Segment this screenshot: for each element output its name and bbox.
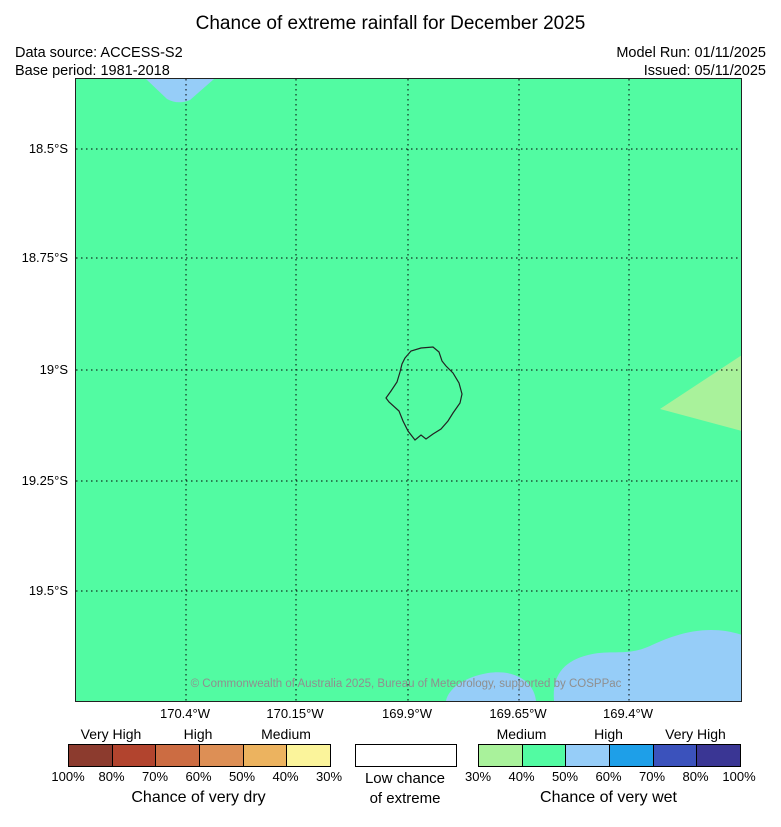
- wet-colorbar-segment: [479, 745, 522, 766]
- dry-colorbar: [68, 744, 331, 767]
- patch-bottom-blue: [553, 630, 742, 701]
- dry-category-label: High: [183, 726, 213, 742]
- dry-colorbar-segment: [111, 745, 156, 766]
- wet-colorbar-segment: [652, 745, 697, 766]
- wet-colorbar: [478, 744, 741, 767]
- patch-right-green: [660, 355, 742, 431]
- patch-top-blue: [146, 79, 214, 103]
- grid-lines: [76, 79, 741, 701]
- map-canvas: © Commonwealth of Australia 2025, Bureau…: [75, 78, 742, 702]
- dry-tick: 40%: [272, 769, 299, 784]
- dry-legend-title: Chance of very dry: [131, 789, 266, 806]
- x-tick: 169.4°W: [602, 706, 654, 721]
- x-tick: 170.4°W: [159, 706, 211, 721]
- low-chance-label-line1: Low chance: [364, 770, 446, 787]
- wet-tick: 30%: [464, 769, 492, 784]
- wet-category-label: Medium: [496, 726, 547, 742]
- island-outline: [385, 346, 463, 441]
- dry-colorbar-segment: [155, 745, 200, 766]
- x-tick: 169.65°W: [489, 706, 547, 721]
- dry-colorbar-segment: [242, 745, 287, 766]
- wet-colorbar-segment: [609, 745, 653, 766]
- dry-tick: 100%: [51, 769, 85, 784]
- y-tick: 19.25°S: [21, 473, 68, 488]
- dry-tick: 80%: [98, 769, 125, 784]
- wet-tick: 80%: [682, 769, 709, 784]
- wet-tick: 50%: [551, 769, 579, 784]
- base-period-label: Base period: 1981-2018: [15, 63, 170, 79]
- dry-tick: 50%: [228, 769, 256, 784]
- dry-tick: 70%: [141, 769, 169, 784]
- wet-category-label: High: [594, 726, 623, 742]
- rainfall-map: © Commonwealth of Australia 2025, Bureau…: [76, 79, 742, 701]
- wet-tick: 40%: [508, 769, 535, 784]
- y-tick: 18.5°S: [28, 141, 68, 156]
- wet-tick: 60%: [595, 769, 622, 784]
- page-title: Chance of extreme rainfall for December …: [195, 13, 586, 34]
- wet-category-label: Very High: [665, 726, 726, 742]
- dry-colorbar-segment: [286, 745, 331, 766]
- y-tick: 18.75°S: [21, 250, 68, 265]
- wet-tick: 100%: [722, 769, 756, 784]
- dry-category-label: Very High: [80, 726, 142, 742]
- low-chance-label-line2: of extreme: [369, 790, 441, 807]
- y-tick: 19.5°S: [28, 583, 68, 598]
- dry-category-label: Medium: [261, 726, 311, 742]
- dry-tick: 60%: [185, 769, 212, 784]
- dry-colorbar-segment: [69, 745, 112, 766]
- x-tick: 170.15°W: [266, 706, 324, 721]
- copyright-text: © Commonwealth of Australia 2025, Bureau…: [191, 678, 622, 690]
- wet-colorbar-segment: [565, 745, 610, 766]
- wet-colorbar-segment: [696, 745, 741, 766]
- model-run-label: Model Run: 01/11/2025: [616, 45, 766, 61]
- y-tick: 19°S: [39, 362, 68, 377]
- wet-colorbar-segment: [521, 745, 566, 766]
- x-tick: 169.9°W: [381, 706, 433, 721]
- dry-tick: 30%: [315, 769, 343, 784]
- data-source-label: Data source: ACCESS-S2: [15, 45, 183, 61]
- wet-tick: 70%: [638, 769, 666, 784]
- patch-bottom-blue-lobe: [446, 672, 536, 701]
- low-chance-box: [355, 744, 457, 767]
- wet-legend-title: Chance of very wet: [540, 789, 677, 806]
- dry-colorbar-segment: [199, 745, 243, 766]
- issued-label: Issued: 05/11/2025: [643, 63, 766, 79]
